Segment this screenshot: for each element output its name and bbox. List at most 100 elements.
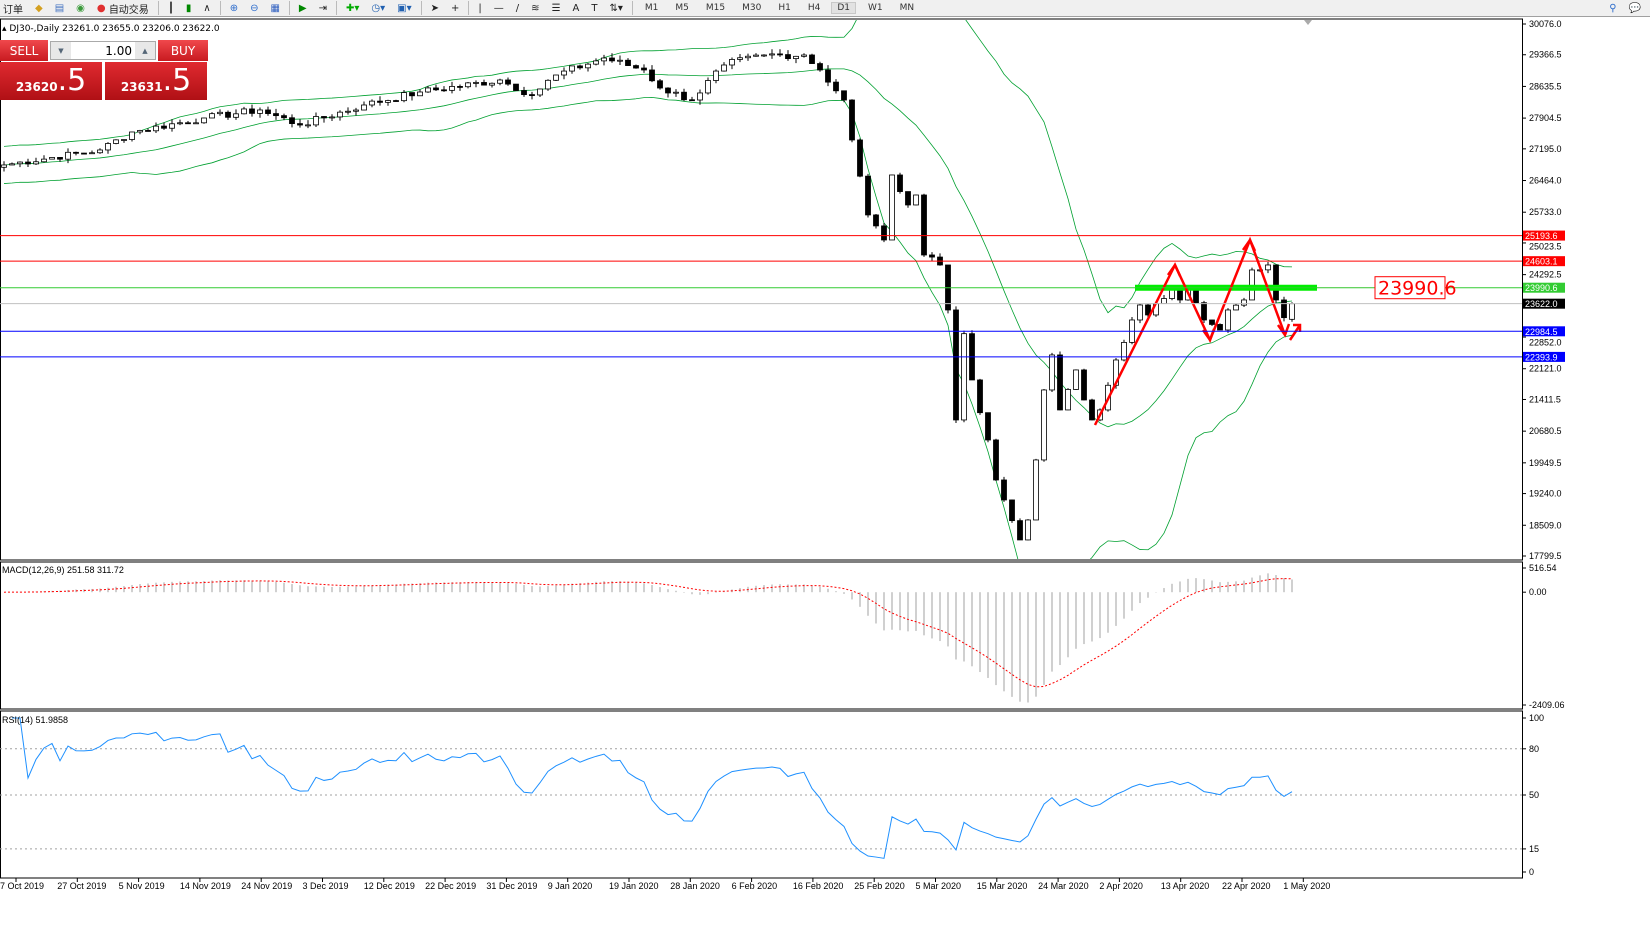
candle xyxy=(17,161,23,168)
candle xyxy=(369,99,375,108)
candle-body xyxy=(401,92,407,102)
rsi-tick-label: 50 xyxy=(1529,790,1539,800)
crosshair-icon[interactable]: + xyxy=(451,2,460,14)
auto-trading-button[interactable]: ● 自动交易 xyxy=(94,1,152,16)
candle-body xyxy=(537,88,543,96)
candle xyxy=(329,114,335,122)
candle-body xyxy=(1017,520,1023,541)
search-icon[interactable]: ⚲ xyxy=(1609,2,1617,14)
tile-windows-icon[interactable]: ▦ xyxy=(270,2,280,14)
candle-body xyxy=(473,82,479,84)
candle-body xyxy=(209,113,215,119)
candle-body xyxy=(225,111,231,118)
bollinger-upper xyxy=(3,20,1293,314)
timeframe-m30[interactable]: M30 xyxy=(742,3,762,13)
timeframe-w1[interactable]: W1 xyxy=(867,3,883,13)
new-order-button[interactable]: 订单 xyxy=(3,4,23,16)
candle xyxy=(649,65,655,83)
indicators-icon[interactable]: ✚▾ xyxy=(346,2,360,14)
candle xyxy=(417,89,423,97)
candle-body xyxy=(201,117,207,124)
candle-body xyxy=(921,194,927,256)
candle-body xyxy=(1169,289,1175,299)
arrows-icon[interactable]: ⇅▾ xyxy=(609,2,623,14)
market-watch-icon[interactable]: ▤ xyxy=(54,2,65,14)
candlestick-icon[interactable]: ▮ xyxy=(185,2,192,14)
sell-price-button[interactable]: 23620.5 xyxy=(0,62,102,100)
candle-body xyxy=(457,86,463,88)
zoom-out-icon[interactable]: ⊖ xyxy=(250,2,259,14)
text-icon[interactable]: A xyxy=(572,2,580,14)
candle xyxy=(57,157,63,162)
chat-icon[interactable]: 💬 xyxy=(1628,2,1641,14)
timeframe-mn[interactable]: MN xyxy=(899,3,915,13)
candle-body xyxy=(1289,303,1295,320)
vertical-line-icon[interactable]: | xyxy=(478,2,482,14)
bollinger-middle xyxy=(3,68,1293,428)
price-level-label: 22393.9 xyxy=(1525,352,1558,362)
sell-button[interactable]: SELL xyxy=(0,40,48,61)
candle-body xyxy=(793,55,799,60)
text-label-icon[interactable]: T xyxy=(591,2,598,14)
candle-body xyxy=(753,54,759,57)
candle-body xyxy=(577,65,583,69)
timeframe-h4[interactable]: H4 xyxy=(807,3,821,13)
lot-size-stepper: ▼ ▲ xyxy=(50,41,156,60)
candle-body xyxy=(81,152,87,155)
chart-shift-icon[interactable]: ⇥ xyxy=(318,2,328,14)
candle-body xyxy=(1081,369,1087,401)
timeframe-h1[interactable]: H1 xyxy=(778,3,791,13)
toolbar: 订单 ◆ ▤ ◉ ● 自动交易 ┃ ▮ ∧ ⊕ ⊖ ▦ ▶ ⇥ ✚▾ ◷▾ ▣▾… xyxy=(0,0,1650,17)
timeframe-m15[interactable]: M15 xyxy=(705,3,726,13)
candle-body xyxy=(1009,499,1015,522)
lot-size-input[interactable] xyxy=(71,42,135,59)
candle-body xyxy=(841,90,847,101)
candle-body xyxy=(609,57,615,62)
candle-body xyxy=(1265,264,1271,271)
trendline-icon[interactable]: / xyxy=(515,2,520,14)
candle xyxy=(665,87,671,98)
candle xyxy=(521,86,527,97)
candle xyxy=(577,64,583,70)
candle-body xyxy=(49,157,55,160)
candle-body xyxy=(441,89,447,92)
channel-icon[interactable]: ☰ xyxy=(551,2,561,14)
candle-body xyxy=(681,91,687,101)
gold-bar-icon[interactable]: ◆ xyxy=(35,2,43,14)
buy-price-button[interactable]: 23631.5 xyxy=(105,62,207,100)
timeframe-d1[interactable]: D1 xyxy=(831,2,856,14)
periods-icon[interactable]: ◷▾ xyxy=(371,2,386,14)
candle xyxy=(897,172,903,194)
templates-icon[interactable]: ▣▾ xyxy=(397,2,412,14)
candle xyxy=(977,378,983,415)
signal-icon[interactable]: ◉ xyxy=(76,2,85,14)
macd-pane xyxy=(0,561,1523,710)
bar-chart-icon[interactable]: ┃ xyxy=(167,2,174,14)
candle-body xyxy=(953,309,959,421)
price-level-label: 24603.1 xyxy=(1525,257,1558,267)
candle-body xyxy=(545,79,551,90)
lot-decrease-button[interactable]: ▼ xyxy=(51,42,71,59)
timeframe-m1[interactable]: M1 xyxy=(644,3,659,13)
candle-body xyxy=(145,130,151,132)
candle-body xyxy=(1273,264,1279,301)
zoom-in-icon[interactable]: ⊕ xyxy=(229,2,239,14)
timeframe-m5[interactable]: M5 xyxy=(675,3,689,13)
candle xyxy=(1265,262,1271,274)
candle-body xyxy=(1121,342,1127,361)
lot-increase-button[interactable]: ▲ xyxy=(135,42,155,59)
line-chart-icon[interactable]: ∧ xyxy=(203,2,211,14)
cursor-icon[interactable]: ➤ xyxy=(430,2,440,14)
price-tick-label: 25733.0 xyxy=(1529,207,1562,217)
separator xyxy=(420,1,422,15)
buy-button[interactable]: BUY xyxy=(158,40,208,61)
horizontal-line-icon[interactable]: — xyxy=(493,2,504,14)
auto-scroll-icon[interactable]: ▶ xyxy=(298,2,307,14)
candle xyxy=(1121,339,1127,362)
forecast-arrow xyxy=(1288,323,1302,341)
price-label-bg xyxy=(1523,230,1565,241)
candle-body xyxy=(17,161,23,165)
fibonacci-icon[interactable]: ≋ xyxy=(531,2,540,14)
candle-body xyxy=(329,116,335,119)
